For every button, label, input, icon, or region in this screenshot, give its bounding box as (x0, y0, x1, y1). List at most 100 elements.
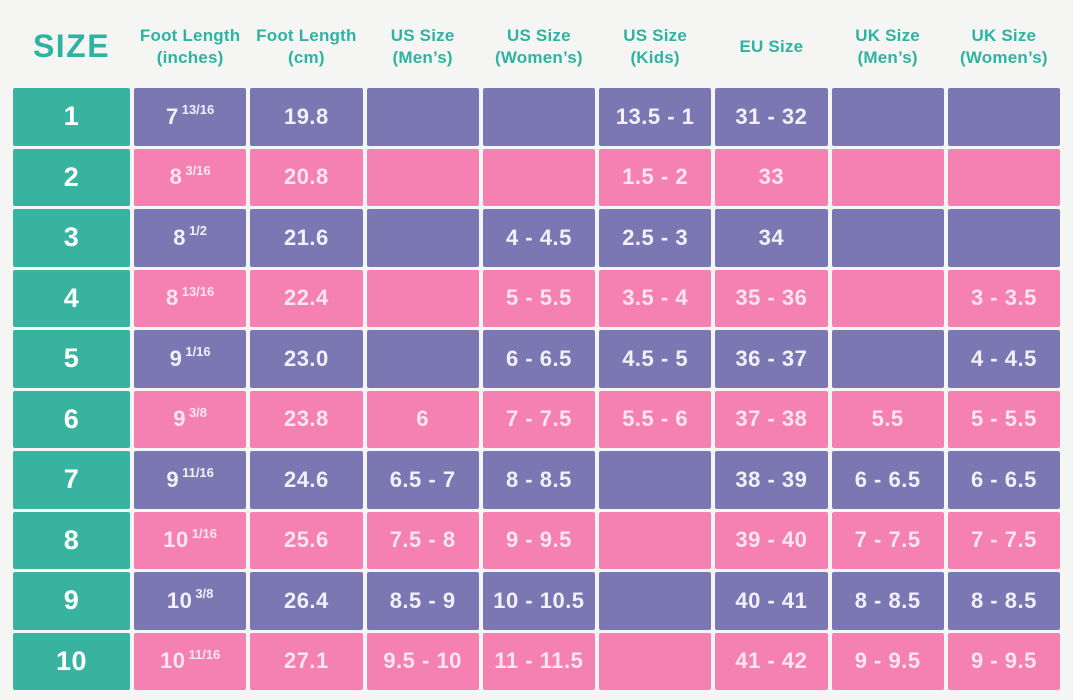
inches-fraction: 13/16 (181, 283, 215, 299)
table-cell: 7 13/16 (134, 88, 247, 146)
table-cell: 39 - 40 (715, 511, 828, 569)
table-cell: 10 11/16 (134, 632, 247, 690)
table-cell: 10 - 10.5 (482, 572, 595, 630)
table-cell: 9 - 9.5 (947, 632, 1060, 690)
table-cell (947, 148, 1060, 206)
inches-fraction: 1/16 (185, 344, 211, 360)
table-cell: 7.5 - 8 (366, 511, 479, 569)
table-cell: 10 3/8 (134, 572, 247, 630)
table-cell: 34 (715, 209, 828, 267)
table-cell: 22.4 (250, 269, 363, 327)
table-cell: 6.5 - 7 (366, 451, 479, 509)
table-cell (831, 330, 944, 388)
table-cell: 5 - 5.5 (947, 390, 1060, 448)
table-cell: 3 - 3.5 (947, 269, 1060, 327)
inches-whole: 9 (166, 466, 180, 492)
table-cell (366, 269, 479, 327)
header-row: SIZE Foot Length (inches) Foot Length (cm)… (13, 0, 1060, 88)
table-cell: 23.8 (250, 390, 363, 448)
inches-fraction: 1/16 (191, 525, 218, 541)
table-cell (831, 88, 944, 146)
table-cell: 25.6 (250, 511, 363, 569)
table-cell: 6 (366, 390, 479, 448)
inches-fraction: 11/16 (188, 646, 221, 662)
column-header: US Size (Men’s) (390, 25, 455, 67)
table-cell (599, 511, 712, 569)
table-cell: 9 - 9.5 (482, 511, 595, 569)
column-header: EU Size (739, 36, 804, 56)
table-cell (599, 451, 712, 509)
table-cell: 6 - 6.5 (831, 451, 944, 509)
table-cell (366, 209, 479, 267)
size-cell: 2 (13, 148, 130, 206)
table-cell (482, 148, 595, 206)
table-cell: 8 - 8.5 (831, 572, 944, 630)
table-cell: 3.5 - 4 (599, 269, 712, 327)
size-cell: 9 (13, 572, 130, 630)
table-cell (831, 209, 944, 267)
table-cell: 8.5 - 9 (366, 572, 479, 630)
table-cell: 40 - 41 (715, 572, 828, 630)
table-cell (947, 209, 1060, 267)
table-cell: 35 - 36 (715, 269, 828, 327)
column-header: Foot Length (inches) (139, 25, 241, 67)
size-cell: 7 (13, 451, 130, 509)
table-cell: 2.5 - 3 (599, 209, 712, 267)
table-cell: 8 - 8.5 (947, 572, 1060, 630)
table-cell: 24.6 (250, 451, 363, 509)
table-cell: 8 - 8.5 (482, 451, 595, 509)
table-cell: 9 - 9.5 (831, 632, 944, 690)
table-cell: 23.0 (250, 330, 363, 388)
inches-fraction: 3/8 (195, 586, 214, 602)
chart-title: SIZE (32, 28, 111, 65)
table-cell: 8 3/16 (134, 148, 247, 206)
column-header: UK Size (Men’s) (855, 25, 920, 67)
table-cell: 38 - 39 (715, 451, 828, 509)
table-cell: 1.5 - 2 (599, 148, 712, 206)
size-cell: 8 (13, 511, 130, 569)
table-cell: 27.1 (250, 632, 363, 690)
table-cell: 4 - 4.5 (947, 330, 1060, 388)
column-header: Foot Length (cm) (256, 25, 357, 67)
table-cell: 41 - 42 (715, 632, 828, 690)
inches-fraction: 3/16 (185, 162, 211, 178)
column-header: US Size (Kids) (623, 25, 687, 67)
table-cell (599, 632, 712, 690)
inches-whole: 8 (173, 224, 186, 250)
size-cell: 1 (13, 88, 130, 146)
table-cell: 7 - 7.5 (831, 511, 944, 569)
table-cell: 26.4 (250, 572, 363, 630)
table-cell: 11 - 11.5 (482, 632, 595, 690)
table-cell: 10 1/16 (134, 511, 247, 569)
table-cell: 19.8 (250, 88, 363, 146)
column-header: US Size (Women’s) (495, 25, 583, 67)
table-cell: 9 11/16 (134, 451, 247, 509)
size-cell: 10 (13, 632, 130, 690)
table-cell (947, 88, 1060, 146)
table-cell (366, 148, 479, 206)
inches-fraction: 3/8 (188, 404, 208, 420)
table-cell (366, 330, 479, 388)
table-cell: 8 13/16 (134, 269, 247, 327)
table-cell: 6 - 6.5 (947, 451, 1060, 509)
table-cell: 13.5 - 1 (599, 88, 712, 146)
inches-whole: 8 (169, 164, 183, 190)
size-table: 1 7 13/16 19.8 13.5 - 1 31 - 32 2 8 3/16 20.8 1.5 … (13, 88, 1060, 690)
inches-fraction: 11/16 (182, 465, 214, 481)
table-cell: 5 - 5.5 (482, 269, 595, 327)
inches-whole: 7 (165, 103, 179, 129)
inches-whole: 10 (163, 527, 189, 553)
table-cell: 21.6 (250, 209, 363, 267)
table-cell: 8 1/2 (134, 209, 247, 267)
table-cell (831, 269, 944, 327)
table-cell: 31 - 32 (715, 88, 828, 146)
table-cell (831, 148, 944, 206)
size-cell: 3 (13, 209, 130, 267)
table-cell: 9.5 - 10 (366, 632, 479, 690)
table-cell: 4 - 4.5 (482, 209, 595, 267)
table-cell: 37 - 38 (715, 390, 828, 448)
table-cell: 9 3/8 (134, 390, 247, 448)
size-cell: 5 (13, 330, 130, 388)
table-cell: 20.8 (250, 148, 363, 206)
table-cell: 5.5 - 6 (599, 390, 712, 448)
